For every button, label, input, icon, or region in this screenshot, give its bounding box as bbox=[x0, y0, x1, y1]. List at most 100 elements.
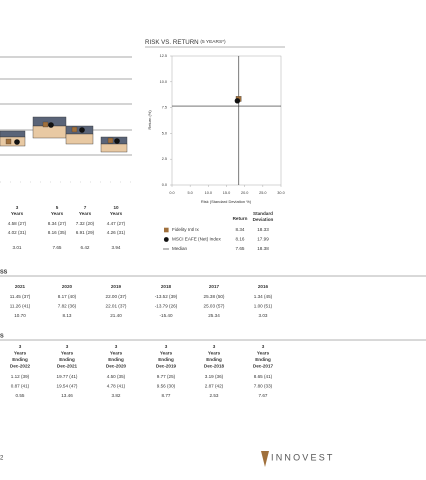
cell: 4.58 (27) bbox=[8, 221, 27, 226]
legend-return: 8.16 bbox=[236, 237, 245, 242]
cell: 8.16 (35) bbox=[48, 230, 67, 235]
cell: 1.34 (45) bbox=[254, 294, 273, 299]
section-header: SS bbox=[0, 269, 8, 275]
cell: 22.00 (37) bbox=[106, 294, 127, 299]
column-header: Dec-2019 bbox=[156, 364, 177, 369]
x-tick-label: 10.0 bbox=[205, 191, 212, 195]
column-header: 2016 bbox=[258, 284, 269, 289]
column-header: 3 bbox=[115, 344, 118, 349]
column-header: 7 bbox=[84, 205, 87, 210]
cell: 7.80 (33) bbox=[254, 384, 273, 389]
column-header: Years bbox=[61, 351, 74, 356]
legend-marker bbox=[164, 227, 169, 233]
cell: 0.55 bbox=[16, 393, 25, 398]
column-header: Ending bbox=[255, 357, 271, 362]
cell: 2.87 (42) bbox=[205, 384, 224, 389]
cell: 7.65 bbox=[53, 245, 62, 250]
column-header: 2017 bbox=[209, 284, 220, 289]
legend-sd: 18.38 bbox=[257, 246, 269, 251]
cell: 7.32 (20) bbox=[76, 221, 95, 226]
cell: -13.79 (26) bbox=[155, 304, 178, 309]
column-header: Years bbox=[11, 211, 24, 216]
column-header: Years bbox=[110, 211, 123, 216]
legend-marker bbox=[163, 237, 169, 242]
column-header: Dec-2020 bbox=[106, 364, 127, 369]
x-tick-label: 25.0 bbox=[259, 191, 266, 195]
plot-frame bbox=[171, 55, 282, 186]
cell: 9.77 (25) bbox=[157, 374, 176, 379]
column-header: 2020 bbox=[62, 284, 73, 289]
cell: 13.46 bbox=[61, 393, 73, 398]
cell: 25.38 (50) bbox=[204, 294, 225, 299]
cell: 4.47 (27) bbox=[107, 221, 126, 226]
cell: 6.91 (29) bbox=[76, 230, 95, 235]
cell: 11.45 (37) bbox=[10, 294, 31, 299]
column-header: 3 bbox=[262, 344, 265, 349]
cell: 19.77 (41) bbox=[57, 374, 78, 379]
y-tick-label: 10.0 bbox=[160, 80, 167, 84]
legend-label: MSCI EAFE (Net) Index bbox=[172, 237, 221, 242]
legend-label: Median bbox=[172, 246, 188, 251]
cell: 22.01 (37) bbox=[106, 304, 127, 309]
cell: 8.34 (27) bbox=[48, 221, 67, 226]
column-header: 2019 bbox=[111, 284, 122, 289]
cell: -13.52 (39) bbox=[155, 294, 178, 299]
column-header: Dec-2018 bbox=[204, 364, 225, 369]
cell: 2.53 bbox=[210, 393, 219, 398]
legend-sd: 17.99 bbox=[257, 237, 269, 242]
column-header: Years bbox=[208, 351, 221, 356]
x-tick-label: 15.0 bbox=[223, 191, 230, 195]
column-header: Years bbox=[14, 351, 27, 356]
cell: 9.56 (30) bbox=[157, 384, 176, 389]
cell: 8.13 bbox=[63, 313, 72, 318]
cell: 8.17 (40) bbox=[58, 294, 77, 299]
cell: 8.65 (41) bbox=[254, 374, 273, 379]
y-tick-label: 2.5 bbox=[162, 157, 167, 161]
y-tick-label: 5.0 bbox=[162, 131, 167, 135]
cell: 3.82 bbox=[112, 393, 121, 398]
column-header: Ending bbox=[108, 357, 124, 362]
cell: 19.54 (47) bbox=[57, 384, 78, 389]
legend-return: 8.34 bbox=[236, 227, 245, 232]
column-header: Years bbox=[257, 351, 270, 356]
cell: 6.42 bbox=[81, 245, 90, 250]
cell: 7.82 (36) bbox=[58, 304, 77, 309]
cell: 4.02 (31) bbox=[8, 230, 27, 235]
column-header: Years bbox=[110, 351, 123, 356]
column-header: Dec-2017 bbox=[253, 364, 274, 369]
column-header: Ending bbox=[59, 357, 75, 362]
x-tick-label: 20.0 bbox=[241, 191, 248, 195]
column-header: 3 bbox=[19, 344, 22, 349]
point bbox=[234, 98, 241, 104]
cell: 1.12 (39) bbox=[11, 374, 30, 379]
cell: 10.70 bbox=[14, 313, 26, 318]
section-header: S bbox=[0, 333, 4, 339]
x-tick-label: 30.0 bbox=[277, 191, 284, 195]
y-tick-label: 7.5 bbox=[162, 106, 167, 110]
column-header: Years bbox=[51, 211, 64, 216]
column-header: Dec-2021 bbox=[57, 364, 78, 369]
column-header: Ending bbox=[12, 357, 28, 362]
y-tick-label: 12.5 bbox=[160, 54, 167, 58]
cell: 11.26 (41) bbox=[10, 304, 31, 309]
column-header: 3 bbox=[66, 344, 69, 349]
x-axis-label: Risk (Standard Deviation %) bbox=[201, 199, 252, 204]
column-header: 3 bbox=[213, 344, 216, 349]
cell: 7.67 bbox=[259, 393, 268, 398]
y-axis-label: Return (%) bbox=[147, 110, 152, 130]
x-tick-label: 0.0 bbox=[169, 191, 174, 195]
legend-header: Standard Deviation bbox=[252, 211, 274, 222]
cell: 25.03 (57) bbox=[204, 304, 225, 309]
column-header: Ending bbox=[206, 357, 222, 362]
column-header: 2021 bbox=[15, 284, 26, 289]
legend-label: Fidelity Intl Ix bbox=[172, 227, 200, 232]
legend-header-box: Standard Deviation bbox=[252, 211, 274, 222]
column-header: 5 bbox=[56, 205, 59, 210]
column-header: Ending bbox=[158, 357, 174, 362]
column-header: Years bbox=[79, 211, 92, 216]
logo: INNOVEST bbox=[271, 452, 335, 462]
cell: 25.34 bbox=[208, 313, 220, 318]
cell: 4.50 (35) bbox=[107, 374, 126, 379]
column-header: 3 bbox=[165, 344, 168, 349]
chart-title: RISK VS. RETURN (5 YEARS*) bbox=[145, 39, 226, 46]
